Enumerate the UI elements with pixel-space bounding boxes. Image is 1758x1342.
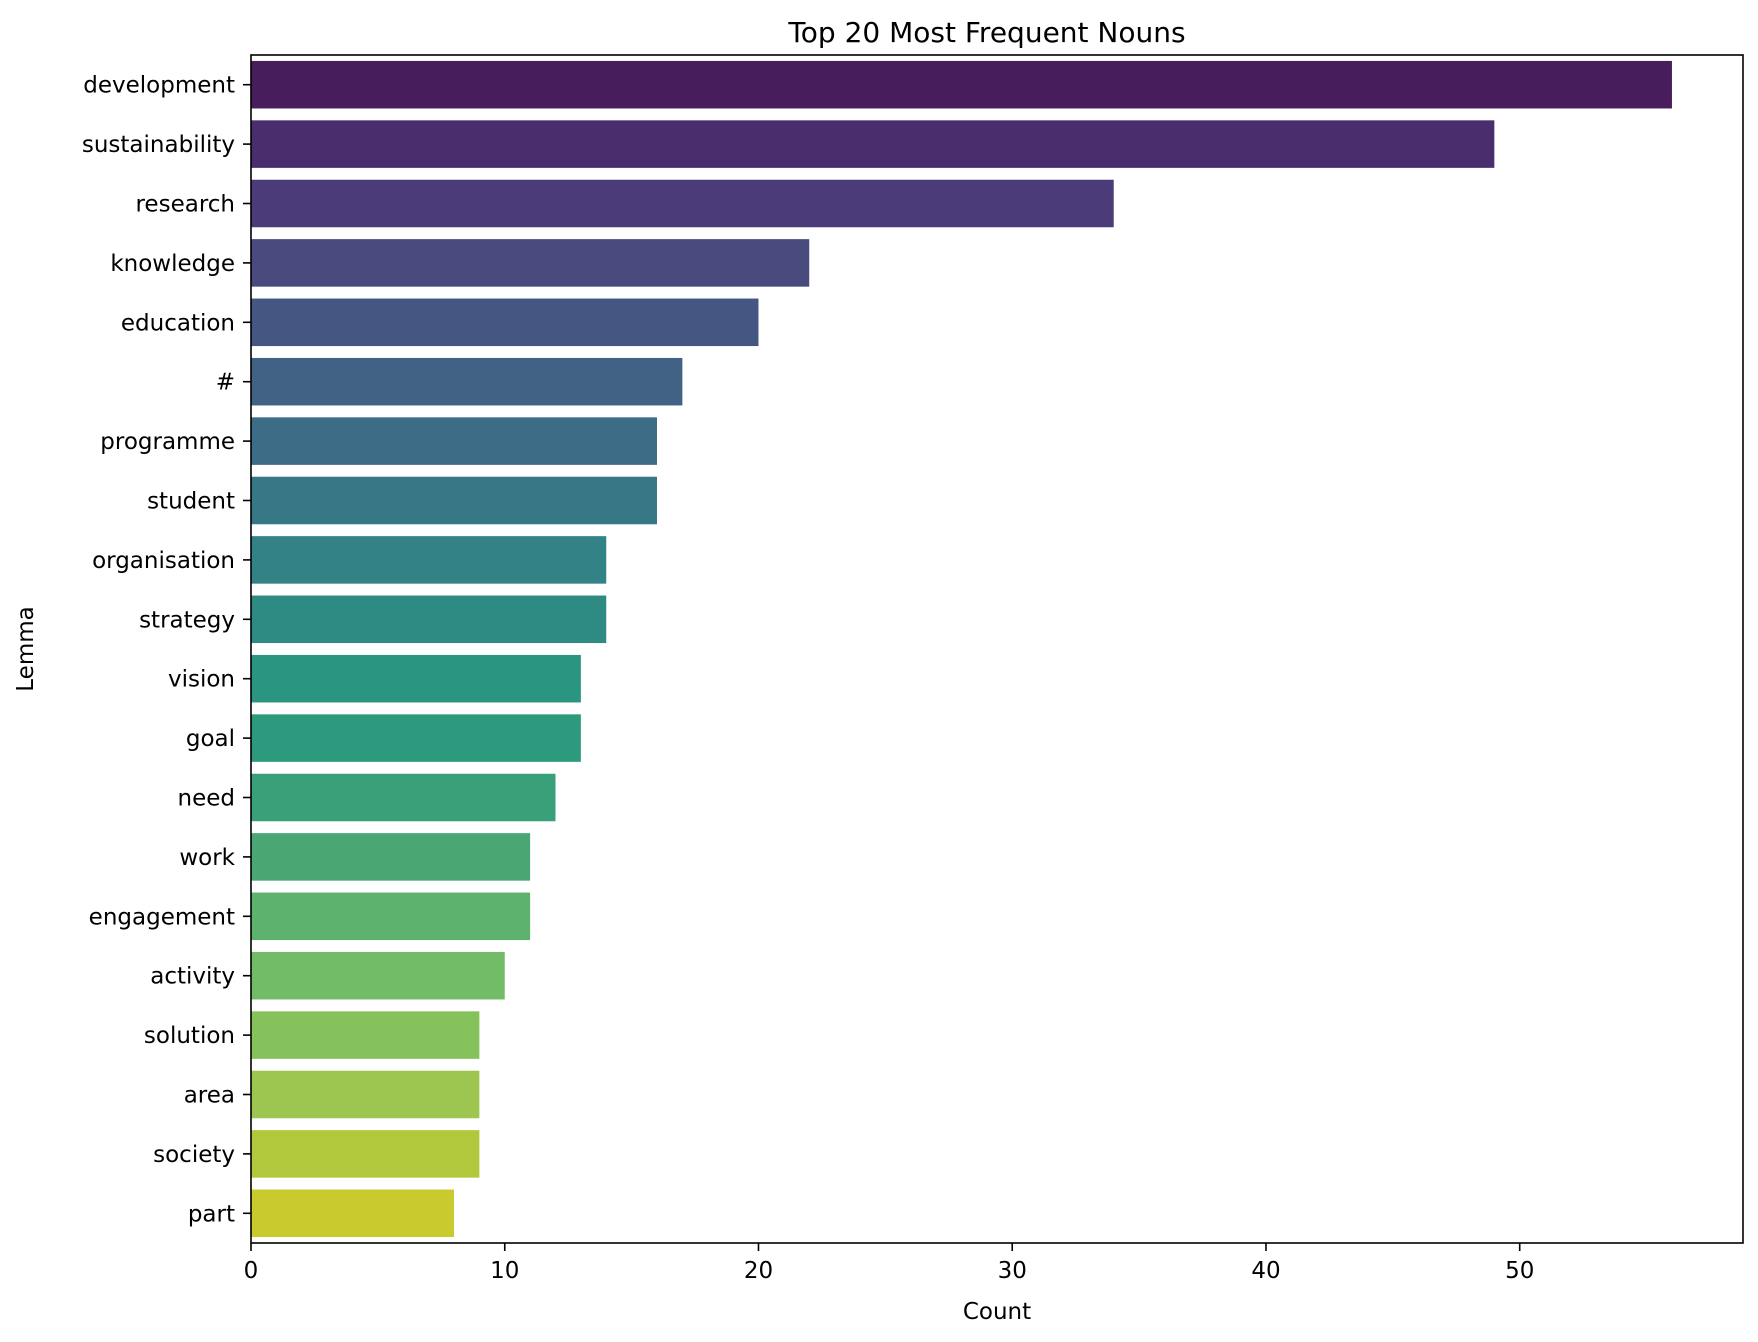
y-tick-label: # — [216, 370, 235, 396]
bar-4 — [251, 298, 759, 347]
x-tick-label: 40 — [1251, 1258, 1280, 1284]
x-axis-label: Count — [963, 1299, 1031, 1325]
x-tick-label: 30 — [998, 1258, 1027, 1284]
bar-18 — [251, 1130, 480, 1178]
y-tick-label: activity — [150, 964, 235, 990]
y-tick-label: knowledge — [110, 251, 235, 277]
bar-1 — [251, 120, 1495, 168]
bar-13 — [251, 833, 531, 881]
bar-0 — [251, 60, 1672, 109]
y-tick-label: sustainability — [82, 132, 235, 158]
y-tick-label: work — [179, 845, 235, 871]
bar-9 — [251, 595, 607, 644]
bar-11 — [251, 714, 581, 762]
y-tick-label: student — [147, 489, 235, 515]
y-tick-label: area — [184, 1083, 235, 1109]
y-tick-label: need — [178, 786, 235, 812]
bar-8 — [251, 536, 607, 584]
chart-title: Top 20 Most Frequent Nouns — [787, 16, 1185, 49]
bar-19 — [251, 1189, 454, 1238]
y-tick-label: society — [153, 1142, 235, 1168]
x-tick-label: 20 — [744, 1258, 773, 1284]
y-tick-label: part — [188, 1201, 235, 1227]
bar-3 — [251, 239, 810, 287]
x-tick-label: 50 — [1505, 1258, 1534, 1284]
y-tick-label: engagement — [89, 904, 235, 930]
bar-2 — [251, 179, 1114, 228]
y-tick-label: goal — [186, 726, 235, 752]
bar-12 — [251, 773, 556, 822]
bar-5 — [251, 357, 683, 406]
bar-16 — [251, 1011, 480, 1059]
x-tick-label: 10 — [490, 1258, 519, 1284]
y-tick-label: development — [83, 73, 235, 99]
y-tick-label: organisation — [92, 548, 235, 574]
bar-10 — [251, 654, 581, 703]
y-tick-label: strategy — [139, 607, 235, 633]
y-tick-label: solution — [144, 1023, 235, 1049]
y-axis-label: Lemma — [13, 606, 39, 691]
bar-14 — [251, 892, 531, 941]
bar-17 — [251, 1070, 480, 1119]
x-axis-ticks: 0 10 20 30 40 50 — [244, 1243, 1534, 1284]
x-tick-label: 0 — [244, 1258, 259, 1284]
y-tick-label: programme — [100, 429, 235, 455]
y-tick-label: research — [135, 192, 235, 218]
bar-15 — [251, 951, 505, 1000]
bars-group — [251, 60, 1672, 1238]
y-tick-label: vision — [168, 667, 235, 693]
bar-7 — [251, 476, 657, 525]
y-axis-ticks: development sustainability research knowled… — [82, 73, 251, 1227]
y-tick-label: education — [121, 310, 235, 336]
plot-frame — [250, 54, 1744, 1244]
bar-6 — [251, 417, 657, 465]
